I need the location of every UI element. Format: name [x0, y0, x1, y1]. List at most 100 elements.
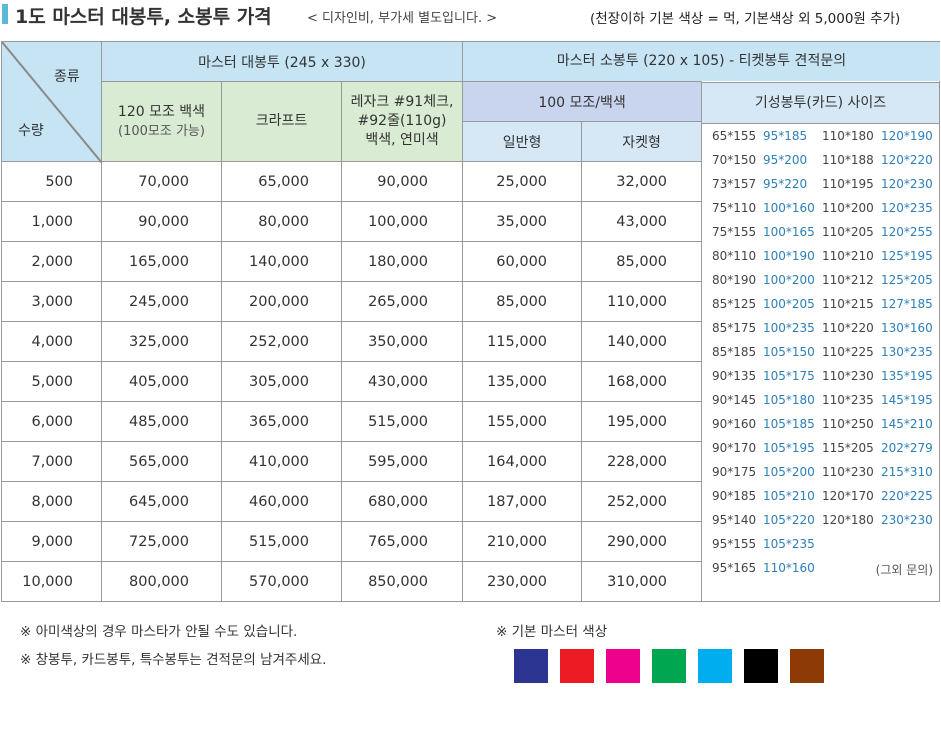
col-kraft-header: 크라프트: [221, 81, 342, 162]
size-value: 100*200: [763, 273, 815, 287]
swatch-brown: [790, 649, 824, 683]
price-120-cell: 565,000: [101, 441, 222, 482]
price-lazak-cell: 350,000: [340, 321, 464, 362]
qty-cell: 4,000: [1, 321, 102, 362]
price-lazak-cell: 850,000: [340, 561, 464, 602]
size-value: 105*175: [763, 369, 815, 383]
size-row: 90*185 105*210 120*170 220*225: [702, 484, 939, 508]
color-title: ※ 기본 마스터 색상: [496, 624, 608, 640]
size-row: 90*135 105*175 110*230 135*195: [702, 364, 939, 388]
col-100-header: 100 모조/백색: [462, 81, 703, 122]
size-value: 100*165: [763, 225, 815, 239]
swatch-green: [652, 649, 686, 683]
size-value: 202*279: [881, 441, 933, 455]
price-normal-cell: 210,000: [462, 521, 583, 562]
col-120-header: 120 모조 백색 (100모조 가능): [101, 81, 222, 162]
large-envelope-header: 마스터 대봉투 (245 x 330): [100, 41, 464, 82]
price-kraft-cell: 140,000: [221, 241, 342, 282]
size-value: 125*195: [881, 249, 933, 263]
qty-cell: 500: [1, 161, 102, 202]
title-bar: 1도 마스터 대봉투, 소봉투 가격 < 디자인비, 부가세 별도입니다. > …: [0, 0, 941, 30]
size-value: 110*220: [822, 321, 874, 335]
table-row: 1,000 90,000 80,000 100,000 35,000 43,000: [1, 201, 703, 242]
price-120-cell: 405,000: [101, 361, 222, 402]
price-jacket-cell: 195,000: [581, 401, 703, 442]
price-normal-cell: 164,000: [462, 441, 583, 482]
size-value: 95*220: [763, 177, 808, 191]
size-row: 85*185 105*150 110*225 130*235: [702, 340, 939, 364]
color-note: (천장이하 기본 색상 = 먹, 기본색상 외 5,000원 추가): [590, 11, 901, 27]
table-row: 4,000 325,000 252,000 350,000 115,000 140,000: [1, 321, 703, 362]
size-value: 90*145: [712, 393, 757, 407]
swatch-navy: [514, 649, 548, 683]
qty-cell: 1,000: [1, 201, 102, 242]
col-jacket-header: 자켓형: [581, 121, 703, 162]
table-row: 500 70,000 65,000 90,000 25,000 32,000: [1, 161, 703, 202]
size-row: 73*157 95*220 110*195 120*230: [702, 172, 939, 196]
price-normal-cell: 155,000: [462, 401, 583, 442]
size-value: 125*205: [881, 273, 933, 287]
price-grid: 종류 수량 마스터 대봉투 (245 x 330) 120 모조 백색 (100…: [1, 41, 940, 602]
price-lazak-cell: 680,000: [340, 481, 464, 522]
notes: ※ 아미색상의 경우 마스타가 안될 수도 있습니다. ※ 창봉투, 카드봉투,…: [20, 620, 326, 676]
size-value: 105*200: [763, 465, 815, 479]
page-title: 1도 마스터 대봉투, 소봉투 가격: [15, 6, 272, 28]
price-lazak-cell: 180,000: [340, 241, 464, 282]
size-value: 110*160: [763, 561, 815, 575]
price-kraft-cell: 365,000: [221, 401, 342, 442]
size-value: 110*188: [822, 153, 874, 167]
price-kraft-cell: 80,000: [221, 201, 342, 242]
swatch-magenta: [606, 649, 640, 683]
size-value: 105*180: [763, 393, 815, 407]
size-row: 70*150 95*200 110*188 120*220: [702, 148, 939, 172]
size-value: 90*135: [712, 369, 757, 383]
price-kraft-cell: 460,000: [221, 481, 342, 522]
size-value: 105*150: [763, 345, 815, 359]
size-value: 105*220: [763, 513, 815, 527]
price-kraft-cell: 65,000: [221, 161, 342, 202]
qty-cell: 2,000: [1, 241, 102, 282]
price-jacket-cell: 43,000: [581, 201, 703, 242]
price-kraft-cell: 200,000: [221, 281, 342, 322]
table-row: 2,000 165,000 140,000 180,000 60,000 85,000: [1, 241, 703, 282]
size-value: 100*235: [763, 321, 815, 335]
size-value: 110*235: [822, 393, 874, 407]
price-normal-cell: 135,000: [462, 361, 583, 402]
sizes-other-note: (그외 문의): [875, 563, 933, 577]
price-kraft-cell: 410,000: [221, 441, 342, 482]
corner-header: 종류 수량: [1, 41, 102, 163]
sizes-list: 65*155 95*185 110*180 120*190 70*150 95*200 11…: [702, 124, 939, 580]
size-row: 90*175 105*200 110*230 215*310: [702, 460, 939, 484]
size-value: 90*175: [712, 465, 757, 479]
corner-diagonal: [2, 42, 102, 163]
col-120-label: 120 모조 백색: [117, 103, 206, 120]
size-value: 135*195: [881, 369, 933, 383]
size-row: 90*170 105*195 115*205 202*279: [702, 436, 939, 460]
price-120-cell: 645,000: [101, 481, 222, 522]
size-value: 145*195: [881, 393, 933, 407]
size-value: 110*212: [822, 273, 874, 287]
size-value: 110*225: [822, 345, 874, 359]
price-jacket-cell: 32,000: [581, 161, 703, 202]
price-120-cell: 245,000: [101, 281, 222, 322]
price-lazak-cell: 265,000: [340, 281, 464, 322]
price-jacket-cell: 252,000: [581, 481, 703, 522]
price-jacket-cell: 110,000: [581, 281, 703, 322]
size-value: 70*150: [712, 153, 757, 167]
size-value: 230*230: [881, 513, 933, 527]
price-jacket-cell: 168,000: [581, 361, 703, 402]
size-row: 95*155 105*235: [702, 532, 939, 556]
price-lazak-cell: 430,000: [340, 361, 464, 402]
size-value: 110*200: [822, 201, 874, 215]
price-table: 종류 수량 마스터 대봉투 (245 x 330) 120 모조 백색 (100…: [1, 41, 703, 602]
size-value: 85*175: [712, 321, 757, 335]
size-value: 120*190: [881, 129, 933, 143]
corner-qty-label: 수량: [18, 123, 44, 139]
corner-type-label: 종류: [54, 69, 80, 85]
size-value: 80*110: [712, 249, 757, 263]
qty-cell: 5,000: [1, 361, 102, 402]
size-value: 110*210: [822, 249, 874, 263]
table-row: 5,000 405,000 305,000 430,000 135,000 168,000: [1, 361, 703, 402]
size-value: 120*230: [881, 177, 933, 191]
size-value: 95*140: [712, 513, 757, 527]
